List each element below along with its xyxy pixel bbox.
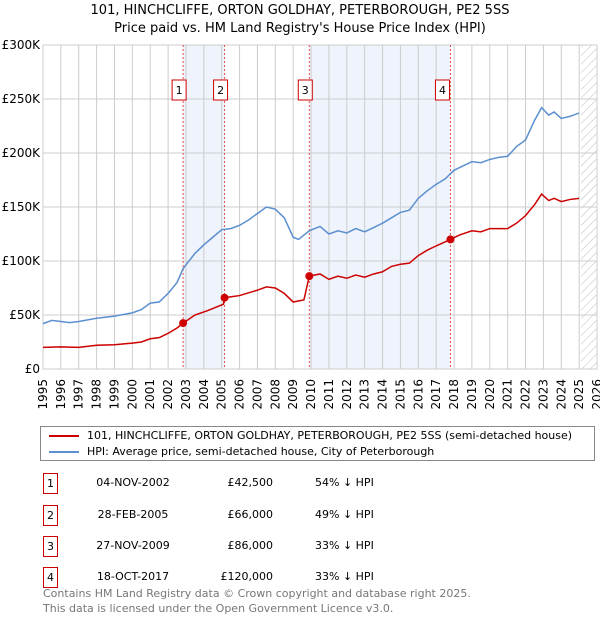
x-tick-label: 2000 [125,379,139,410]
x-tick-label: 2002 [161,379,175,410]
series-line-hpi [42,106,580,325]
plot-border [42,44,598,370]
sale-hpi-diff: 33% ↓ HPI [315,570,374,583]
x-tick-label: 2010 [304,379,318,410]
y-tick-label: £200K [2,146,42,160]
sale-date: 27-NOV-2009 [96,539,170,552]
sale-date: 28-FEB-2005 [97,508,169,521]
legend-swatch-red [49,434,79,437]
sale-marker-label: 1 [176,84,183,97]
footer-line-2: This data is licensed under the Open Gov… [43,602,394,615]
legend-item-hpi: HPI: Average price, semi-detached house,… [49,445,434,458]
x-tick-label: 1999 [107,379,121,410]
sale-date: 04-NOV-2002 [96,476,170,489]
x-tick-label: 2005 [215,379,229,410]
y-tick-label: £50K [9,308,41,322]
sale-date: 18-OCT-2017 [96,570,170,583]
sale-hpi-diff: 54% ↓ HPI [315,476,374,489]
chart-title: 101, HINCHCLIFFE, ORTON GOLDHAY, PETERBO… [90,3,510,18]
x-tick-label: 2016 [411,379,425,410]
x-tick-label: 2015 [393,379,407,410]
sale-marker-label: 2 [217,84,224,97]
x-tick-label: 2009 [286,379,300,410]
x-tick-label: 1996 [54,379,68,410]
x-tick-label: 1998 [90,379,104,410]
sale-number: 3 [43,536,58,557]
x-tick-label: 2014 [376,379,390,410]
sale-marker-box [297,79,313,101]
x-tick-label: 2025 [572,379,586,410]
sale-hpi-diff: 49% ↓ HPI [315,508,374,521]
sale-marker-label: 3 [302,84,309,97]
sale-marker-box [213,79,229,101]
legend-item-property: 101, HINCHCLIFFE, ORTON GOLDHAY, PETERBO… [49,429,572,442]
sale-number: 2 [43,505,58,526]
x-tick-label: 2001 [143,379,157,410]
y-tick-label: £150K [2,200,42,214]
sale-row: 1 04-NOV-2002 £42,500 54% ↓ HPI [43,473,443,494]
sale-point [179,319,188,328]
chart: 1995 1996 1997 1998 1999 2000 2001 2002 2003 2004… [2,38,600,410]
x-tick-label: 2021 [501,379,515,410]
x-tick-label: 2013 [358,379,372,410]
x-tick-label: 2007 [250,379,264,410]
x-tick-label: 2017 [429,379,443,410]
legend: 101, HINCHCLIFFE, ORTON GOLDHAY, PETERBO… [40,426,595,461]
x-tick-label: 2020 [483,379,497,410]
x-tick-label: 1997 [72,379,86,410]
x-tick-label: 2008 [268,379,282,410]
chart-subtitle: Price paid vs. HM Land Registry's House … [114,21,486,36]
x-tick-label: 2023 [536,379,550,410]
footer-line-1: Contains HM Land Registry data © Crown c… [43,587,471,600]
sale-row: 3 27-NOV-2009 £86,000 33% ↓ HPI [43,536,443,557]
sale-point [305,272,314,281]
x-tick-label: 2012 [340,379,354,410]
y-tick-label: £100K [2,254,42,268]
x-tick-label: 2024 [554,379,568,410]
sale-number: 4 [43,567,58,588]
sale-price: £120,000 [220,570,274,583]
sale-hpi-diff: 33% ↓ HPI [315,539,374,552]
x-tick-label: 2011 [322,379,336,410]
sale-marker-label: 4 [439,84,446,97]
y-tick-label: £250K [2,92,42,106]
sale-number: 1 [43,473,58,494]
sale-marker-box [434,79,450,101]
x-tick-label: 2018 [447,379,461,410]
x-tick-label: 1995 [36,379,50,410]
series-line-property [42,192,580,349]
sale-marker-box [171,79,187,101]
sale-point [220,293,229,302]
y-tick-label: £0 [25,362,40,376]
sale-price: £86,000 [227,539,274,552]
y-tick-label: £300K [2,38,42,52]
x-tick-label: 2003 [179,379,193,410]
sale-row: 2 28-FEB-2005 £66,000 49% ↓ HPI [43,505,443,526]
x-tick-label: 2006 [233,379,247,410]
legend-label: 101, HINCHCLIFFE, ORTON GOLDHAY, PETERBO… [87,429,573,442]
sale-price: £42,500 [227,476,274,489]
legend-swatch-blue [49,450,79,453]
sale-point [446,235,455,244]
x-tick-label: 2022 [519,379,533,410]
x-tick-label: 2004 [197,379,211,410]
x-tick-label: 2019 [465,379,479,410]
legend-label: HPI: Average price, semi-detached house,… [87,445,435,458]
x-tick-label: 2026 [590,379,600,410]
sale-row: 4 18-OCT-2017 £120,000 33% ↓ HPI [43,567,443,588]
sale-price: £66,000 [227,508,274,521]
